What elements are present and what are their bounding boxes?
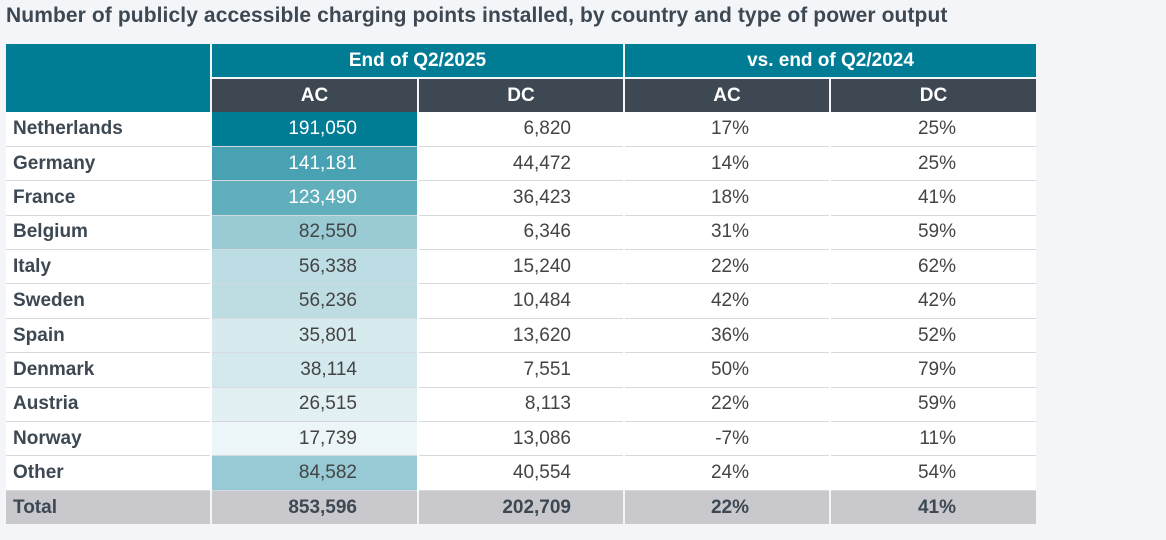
ac-value-cell: 82,550 — [210, 215, 418, 251]
dc-change-cell: 59% — [829, 387, 1036, 423]
dc-value-cell: 40,554 — [417, 455, 624, 491]
dc-value-cell: 8,113 — [417, 387, 624, 423]
table-row: Italy 56,338 15,240 22% 62% — [6, 249, 1036, 285]
table-row: Belgium 82,550 6,346 31% 59% — [6, 215, 1036, 251]
country: Other — [6, 455, 211, 491]
ac-change-cell: 42% — [623, 283, 830, 319]
ac-change-cell: 31% — [623, 215, 830, 251]
total-ac-change-cell: 22% — [623, 490, 830, 525]
dc-change-cell: 41% — [829, 180, 1036, 216]
total-dc-cell: 202,709 — [417, 490, 624, 525]
dc-value-cell: 44,472 — [417, 146, 624, 182]
ac-change-cell: 18% — [623, 180, 830, 216]
table-row: Norway 17,739 13,086 -7% 11% — [6, 421, 1036, 457]
dc-change-cell: 59% — [829, 215, 1036, 251]
country: Denmark — [6, 352, 211, 388]
country: Netherlands — [6, 112, 211, 147]
dc-change-cell: 54% — [829, 455, 1036, 491]
dc-value-cell: 13,620 — [417, 318, 624, 354]
ac-change-cell: 22% — [623, 387, 830, 423]
ac-change-cell: 24% — [623, 455, 830, 491]
table-title: Number of publicly accessible charging p… — [6, 4, 948, 27]
ac-change-cell: 22% — [623, 249, 830, 285]
ac-change-cell: 17% — [623, 112, 830, 147]
dc-value-cell: 13,086 — [417, 421, 624, 457]
ac-change-cell: 14% — [623, 146, 830, 182]
ac-value-cell: 56,338 — [210, 249, 418, 285]
sub-header-ac: AC — [210, 77, 418, 112]
charging-points-table: End of Q2/2025 vs. end of Q2/2024 AC DC … — [6, 44, 1036, 525]
dc-change-cell: 62% — [829, 249, 1036, 285]
country: Norway — [6, 421, 211, 457]
dc-change-cell: 25% — [829, 146, 1036, 182]
ac-value-cell: 26,515 — [210, 387, 418, 423]
ac-value-cell: 38,114 — [210, 352, 418, 388]
group-header-end-q2-2025: End of Q2/2025 — [210, 44, 624, 78]
dc-value-cell: 7,551 — [417, 352, 624, 388]
total-row: Total 853,596 202,709 22% 41% — [6, 490, 1036, 525]
country: Italy — [6, 249, 211, 285]
dc-value-cell: 6,820 — [417, 112, 624, 147]
dc-value-cell: 36,423 — [417, 180, 624, 216]
table-row: France 123,490 36,423 18% 41% — [6, 180, 1036, 216]
table-row: Austria 26,515 8,113 22% 59% — [6, 387, 1036, 423]
table-row: Sweden 56,236 10,484 42% 42% — [6, 283, 1036, 319]
ac-value-cell: 17,739 — [210, 421, 418, 457]
total-dc-change-cell: 41% — [829, 490, 1036, 525]
group-header-vs-q2-2024: vs. end of Q2/2024 — [623, 44, 1036, 78]
dc-change-cell: 42% — [829, 283, 1036, 319]
sub-header-ac-change: AC — [623, 77, 830, 112]
ac-change-cell: 50% — [623, 352, 830, 388]
ac-value-cell: 35,801 — [210, 318, 418, 354]
country: Austria — [6, 387, 211, 423]
country: Spain — [6, 318, 211, 354]
dc-value-cell: 10,484 — [417, 283, 624, 319]
table-row: Germany 141,181 44,472 14% 25% — [6, 146, 1036, 182]
country: Belgium — [6, 215, 211, 251]
ac-value-cell: 191,050 — [210, 112, 418, 147]
ac-value-cell: 56,236 — [210, 283, 418, 319]
dc-change-cell: 25% — [829, 112, 1036, 147]
dc-value-cell: 15,240 — [417, 249, 624, 285]
header-corner — [6, 44, 211, 112]
ac-change-cell: 36% — [623, 318, 830, 354]
dc-value-cell: 6,346 — [417, 215, 624, 251]
dc-change-cell: 79% — [829, 352, 1036, 388]
country: Germany — [6, 146, 211, 182]
table-row: Spain 35,801 13,620 36% 52% — [6, 318, 1036, 354]
sub-header-dc: DC — [417, 77, 624, 112]
country: Sweden — [6, 283, 211, 319]
ac-value-cell: 123,490 — [210, 180, 418, 216]
country: France — [6, 180, 211, 216]
dc-change-cell: 52% — [829, 318, 1036, 354]
sub-header-dc-change: DC — [829, 77, 1036, 112]
total-label: Total — [6, 490, 211, 525]
table-row: Other 84,582 40,554 24% 54% — [6, 455, 1036, 491]
table-row: Netherlands 191,050 6,820 17% 25% — [6, 112, 1036, 147]
dc-change-cell: 11% — [829, 421, 1036, 457]
ac-value-cell: 84,582 — [210, 455, 418, 491]
total-ac-cell: 853,596 — [210, 490, 418, 525]
ac-change-cell: -7% — [623, 421, 830, 457]
table-row: Denmark 38,114 7,551 50% 79% — [6, 352, 1036, 388]
ac-value-cell: 141,181 — [210, 146, 418, 182]
